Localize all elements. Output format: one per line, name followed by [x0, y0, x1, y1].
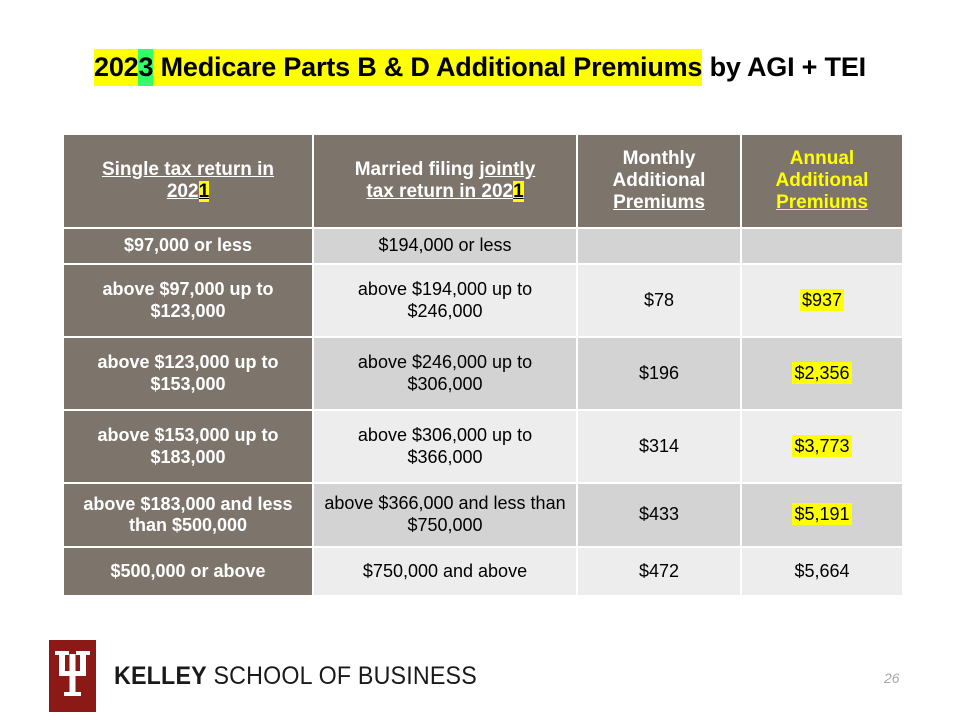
header-line-2-prefix: tax return in 202 — [366, 181, 514, 202]
header-line-3: Premiums — [776, 192, 868, 214]
cell-single-tax-return: above $153,000 up to $183,000 — [64, 411, 312, 482]
cell-annual-premium: $937 — [742, 265, 902, 336]
cell-monthly-premium: $433 — [578, 484, 740, 546]
annual-premium-highlight: $5,191 — [792, 503, 852, 526]
table-header-row: Single tax return in 2021 Married filing… — [64, 135, 902, 227]
cell-monthly-premium: $314 — [578, 411, 740, 482]
cell-annual-premium — [742, 229, 902, 263]
kelley-school-logo: KELLEY SCHOOL OF BUSINESS — [49, 640, 504, 712]
cell-married-tax-return: above $246,000 up to $306,000 — [314, 338, 576, 409]
column-header-monthly-additional-premiums: Monthly Additional Premiums — [578, 135, 740, 227]
cell-annual-premium: $5,191 — [742, 484, 902, 546]
kelley-wordmark: KELLEY SCHOOL OF BUSINESS — [114, 661, 477, 690]
table-row: above $123,000 up to $153,000 above $246… — [64, 338, 902, 409]
logo-light-words: SCHOOL OF BUSINESS — [206, 661, 477, 690]
column-header-single-tax-return: Single tax return in 2021 — [64, 135, 312, 227]
cell-monthly-premium — [578, 229, 740, 263]
header-year-highlight: 1 — [198, 181, 210, 202]
cell-single-tax-return: above $97,000 up to $123,000 — [64, 265, 312, 336]
header-line-1: Married filing jointly — [354, 158, 536, 180]
header-year-highlight: 1 — [513, 181, 524, 202]
title-year-highlight: 3 — [138, 49, 154, 86]
cell-single-tax-return: above $183,000 and less than $500,000 — [64, 484, 312, 546]
cell-monthly-premium: $78 — [578, 265, 740, 336]
page-title: 2023 Medicare Parts B & D Additional Pre… — [0, 49, 960, 86]
header-line-1: Monthly — [622, 147, 696, 169]
header-line-2-prefix: 202 — [166, 181, 199, 202]
title-tail-text: by AGI + TEI — [702, 52, 867, 82]
cell-married-tax-return: $750,000 and above — [314, 548, 576, 595]
annual-premium-highlight: $937 — [799, 288, 845, 311]
cell-annual-premium: $5,664 — [742, 548, 902, 595]
cell-monthly-premium: $196 — [578, 338, 740, 409]
cell-married-tax-return: above $306,000 up to $366,000 — [314, 411, 576, 482]
cell-single-tax-return: $97,000 or less — [64, 229, 312, 263]
cell-married-tax-return: $194,000 or less — [314, 229, 576, 263]
table-row: $500,000 or above $750,000 and above $47… — [64, 548, 902, 595]
header-line-2: Additional — [612, 169, 706, 191]
header-word-jointly: jointly — [479, 158, 536, 180]
header-line-2: Additional — [775, 169, 869, 191]
cell-monthly-premium: $472 — [578, 548, 740, 595]
table-row: above $97,000 up to $123,000 above $194,… — [64, 265, 902, 336]
logo-bold-word: KELLEY — [114, 661, 207, 690]
premiums-table-container: Single tax return in 2021 Married filing… — [62, 133, 902, 597]
page-number: 26 — [884, 670, 900, 686]
iu-trident-icon — [49, 640, 96, 712]
table-row: $97,000 or less $194,000 or less — [64, 229, 902, 263]
cell-married-tax-return: above $194,000 up to $246,000 — [314, 265, 576, 336]
title-year-prefix: 202 — [94, 49, 139, 86]
cell-single-tax-return: above $123,000 up to $153,000 — [64, 338, 312, 409]
header-line-1: Single tax return in — [101, 158, 275, 180]
title-main-text: Medicare Parts B & D Additional Premiums — [153, 49, 702, 86]
cell-single-tax-return: $500,000 or above — [64, 548, 312, 595]
annual-premium-highlight: $3,773 — [792, 434, 852, 457]
cell-annual-premium: $3,773 — [742, 411, 902, 482]
header-line-3: Premiums — [613, 192, 705, 214]
cell-married-tax-return: above $366,000 and less than $750,000 — [314, 484, 576, 546]
table-row: above $153,000 up to $183,000 above $306… — [64, 411, 902, 482]
header-line-1: Annual — [789, 147, 855, 169]
table-row: above $183,000 and less than $500,000 ab… — [64, 484, 902, 546]
annual-premium-highlight: $2,356 — [792, 361, 852, 384]
column-header-married-filing-jointly: Married filing jointly tax return in 202… — [314, 135, 576, 227]
cell-annual-premium: $2,356 — [742, 338, 902, 409]
column-header-annual-additional-premiums: Annual Additional Premiums — [742, 135, 902, 227]
premiums-table: Single tax return in 2021 Married filing… — [62, 133, 904, 597]
